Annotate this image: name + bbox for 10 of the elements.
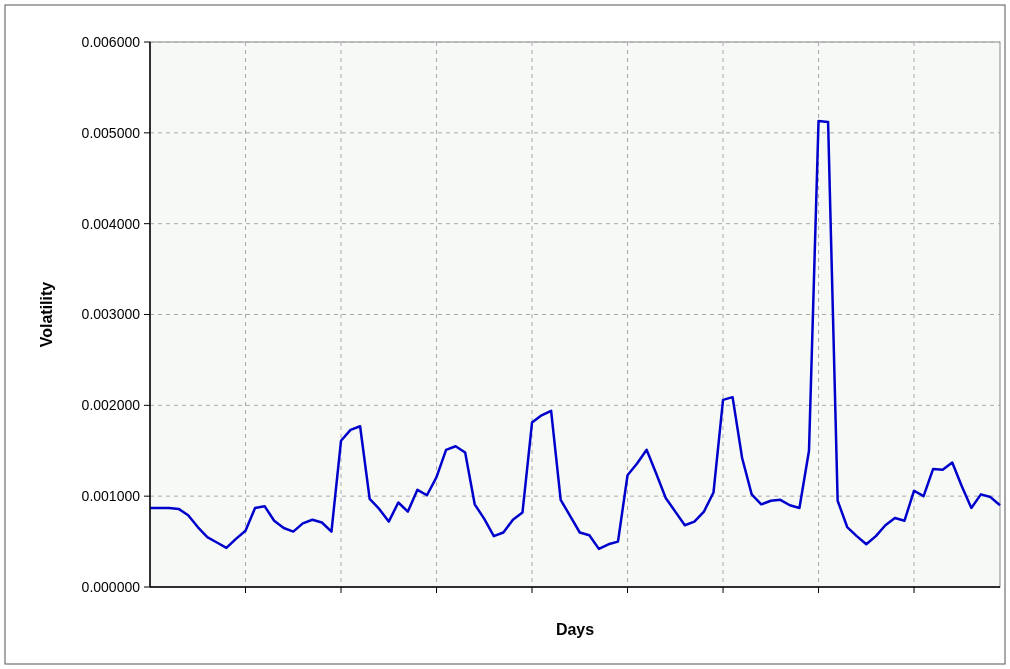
line-series (148, 119, 1002, 551)
y-tick-label: 0.000000 (81, 578, 141, 595)
y-tick-label: 0.002000 (81, 397, 141, 414)
y-tick-label: 0.001000 (81, 488, 141, 505)
y-axis-title: Volatility (38, 281, 55, 348)
x-axis-title: Days (555, 621, 595, 638)
y-tick-label: 0.005000 (81, 124, 141, 141)
y-tick-label: 0.004000 (81, 215, 141, 232)
y-tick-label: 0.006000 (81, 33, 141, 50)
y-tick-label: 0.003000 (81, 306, 141, 323)
